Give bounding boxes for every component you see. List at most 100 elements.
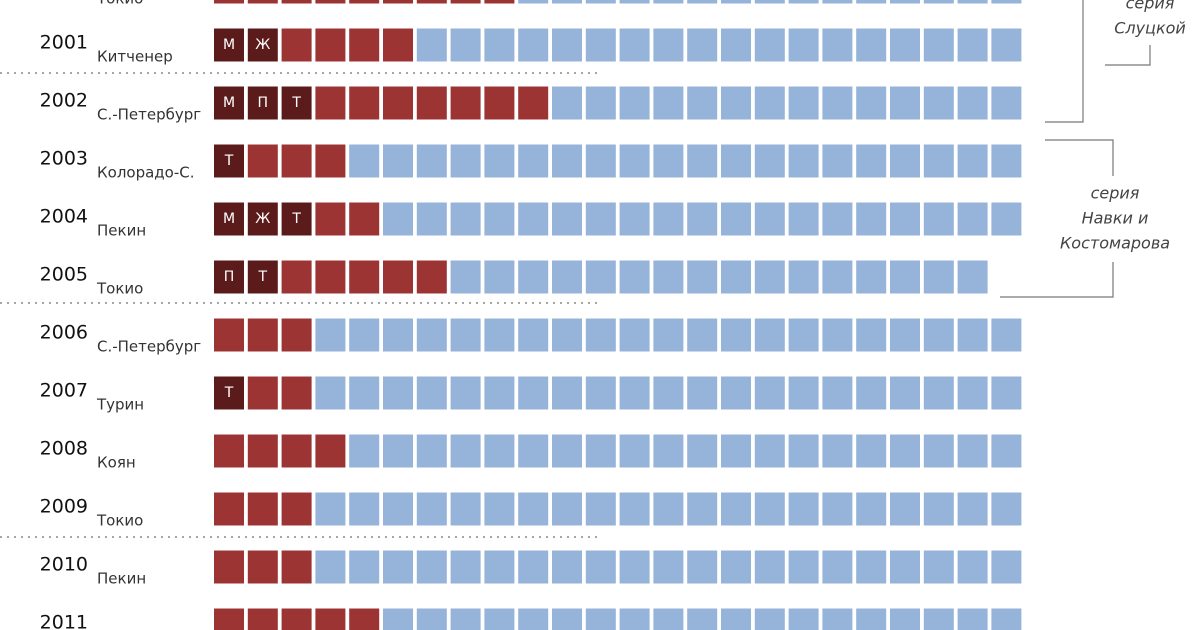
square [653, 492, 684, 526]
square [923, 86, 954, 120]
square [957, 0, 988, 4]
square [687, 86, 718, 120]
city: Коян [97, 454, 136, 472]
square [653, 608, 684, 630]
square [450, 260, 481, 294]
square [383, 202, 413, 236]
square [585, 492, 616, 526]
square-row [383, 608, 1022, 630]
medal-square [281, 376, 312, 410]
bracket [1045, 0, 1084, 123]
square [416, 492, 447, 526]
city: С.-Петербург [97, 106, 201, 124]
medal-square [281, 0, 312, 4]
square [856, 608, 887, 630]
square [416, 608, 447, 630]
square [822, 608, 853, 630]
square [856, 550, 887, 584]
medal-square [349, 260, 380, 294]
medal-square [484, 86, 515, 120]
square [383, 608, 413, 630]
square [450, 318, 481, 352]
medal-letter: Т [258, 269, 268, 285]
square [923, 0, 954, 4]
medal-square [349, 86, 380, 120]
year: 2005 [40, 264, 88, 286]
square [349, 550, 380, 584]
square [721, 28, 751, 62]
square-row [383, 202, 1022, 236]
square [856, 260, 887, 294]
bracket [1000, 262, 1114, 298]
square [585, 550, 616, 584]
square [754, 260, 785, 294]
square [788, 550, 819, 584]
square [518, 608, 549, 630]
square [721, 376, 751, 410]
square [856, 144, 887, 178]
square [822, 260, 853, 294]
square [585, 0, 616, 4]
square [518, 0, 549, 4]
square-row [518, 0, 1022, 4]
square [721, 492, 751, 526]
square [788, 28, 819, 62]
year: 2007 [40, 380, 88, 402]
medal-square [349, 608, 380, 630]
medal-square [281, 608, 312, 630]
square [383, 492, 413, 526]
square [890, 550, 920, 584]
square [856, 376, 887, 410]
square [552, 608, 582, 630]
medal-square [247, 28, 278, 62]
medal-square [416, 0, 447, 4]
square [518, 550, 549, 584]
annotation: Костомарова [1060, 234, 1170, 253]
bracket [1105, 45, 1151, 66]
square [484, 144, 515, 178]
medal-square [315, 28, 346, 62]
square [754, 86, 785, 120]
square [619, 260, 650, 294]
square [585, 608, 616, 630]
square [552, 550, 582, 584]
year: 2009 [40, 496, 88, 518]
square [416, 318, 447, 352]
square [653, 28, 684, 62]
red-squares [214, 202, 380, 236]
square [585, 318, 616, 352]
square [416, 202, 447, 236]
year: 2001 [40, 32, 88, 54]
medal-square [281, 492, 312, 526]
square [957, 86, 988, 120]
square [822, 0, 853, 4]
square [687, 608, 718, 630]
square [957, 608, 988, 630]
square [890, 144, 920, 178]
medal-square [383, 28, 413, 62]
medal-square [247, 0, 278, 4]
square [991, 550, 1022, 584]
square [619, 492, 650, 526]
square [721, 608, 751, 630]
medal-letter: Т [291, 95, 301, 111]
square [957, 492, 988, 526]
square [856, 0, 887, 4]
square [450, 550, 481, 584]
square [721, 260, 751, 294]
square [518, 492, 549, 526]
square [957, 550, 988, 584]
square [754, 144, 785, 178]
square [923, 202, 954, 236]
square [822, 144, 853, 178]
square [957, 376, 988, 410]
square [721, 434, 751, 468]
annotation: серия [1091, 184, 1140, 203]
square [923, 318, 954, 352]
square [484, 260, 515, 294]
square [721, 86, 751, 120]
medal-square [383, 86, 413, 120]
square [991, 434, 1022, 468]
square [991, 86, 1022, 120]
square [788, 492, 819, 526]
